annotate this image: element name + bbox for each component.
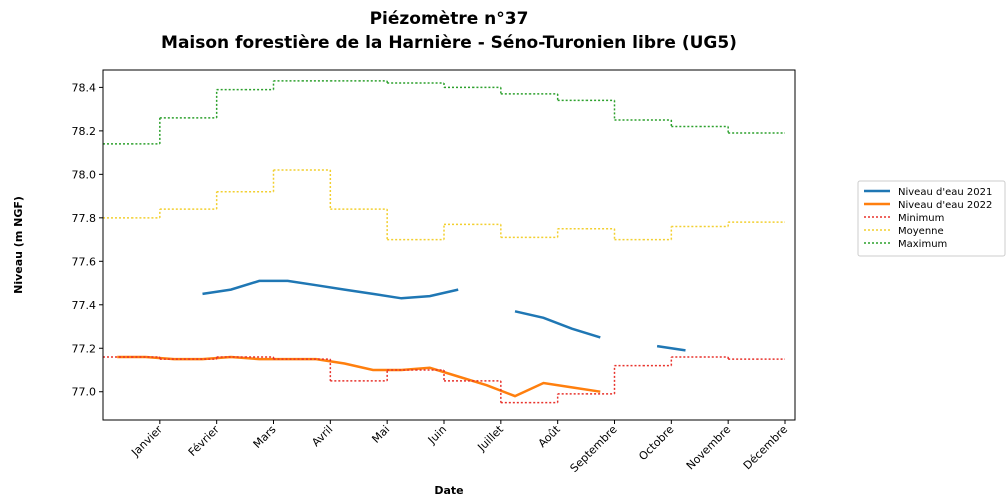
legend-label: Niveau d'eau 2021 xyxy=(898,187,992,198)
y-tick-label: 78.2 xyxy=(72,125,97,138)
chart-title: Piézomètre n°37 xyxy=(370,9,529,29)
y-tick-label: 78.4 xyxy=(72,81,97,94)
y-tick-label: 78.0 xyxy=(72,168,97,181)
chart-subtitle: Maison forestière de la Harnière - Séno-… xyxy=(161,33,737,53)
legend-label: Minimum xyxy=(898,213,944,224)
y-tick-label: 77.2 xyxy=(72,342,97,355)
series-line xyxy=(202,279,686,352)
y-tick-label: 77.0 xyxy=(72,386,97,399)
legend-label: Maximum xyxy=(898,239,947,250)
y-tick-label: 77.4 xyxy=(72,299,97,312)
plot-frame xyxy=(102,69,796,421)
legend-label: Niveau d'eau 2022 xyxy=(898,200,992,211)
x-axis-label: Date xyxy=(434,484,463,497)
y-axis-label: Niveau (m NGF) xyxy=(12,196,25,294)
y-tick-label: 77.8 xyxy=(72,212,97,225)
legend-box xyxy=(857,180,1006,257)
y-tick-label: 77.6 xyxy=(72,255,97,268)
legend-label: Moyenne xyxy=(898,226,944,237)
